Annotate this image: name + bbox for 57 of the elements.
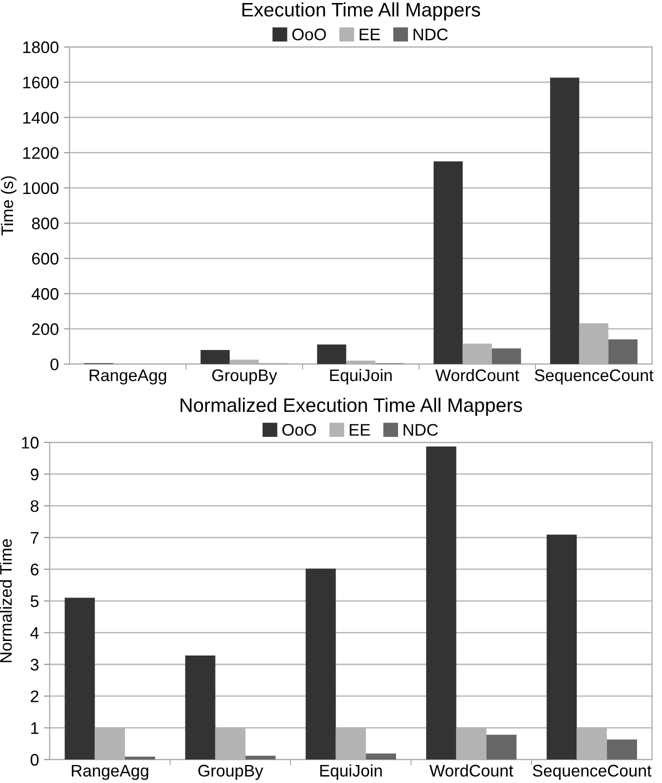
y-tick-label: 0 (50, 358, 58, 370)
bar (550, 78, 580, 364)
bar (185, 655, 216, 760)
legend-label: OoO (282, 424, 316, 436)
bar (306, 568, 336, 760)
bar (434, 161, 463, 364)
y-tick-label: 7 (30, 532, 38, 544)
bar (245, 756, 276, 760)
y-tick-label: 9 (30, 468, 38, 480)
y-tick-label: 0 (30, 754, 39, 766)
y-tick-label: 1600 (23, 76, 58, 88)
bar (64, 598, 95, 760)
legend-label: NDC (404, 424, 438, 436)
bar (200, 350, 230, 364)
x-tick-label: GroupBy (212, 369, 278, 384)
bar (606, 740, 638, 760)
y-tick-label: 1000 (23, 182, 58, 194)
y-tick-label: 200 (32, 323, 58, 336)
chart-title: Normalized Execution Time All Mappers (180, 398, 522, 416)
bar (486, 734, 517, 760)
x-tick-label: RangeAgg (72, 764, 148, 780)
x-tick-label: RangeAgg (90, 370, 166, 384)
y-tick-label: 400 (32, 288, 58, 300)
y-tick-label: 1800 (23, 41, 58, 54)
y-tick-label: 1 (31, 722, 38, 734)
y-tick-label: 6 (30, 564, 38, 576)
x-tick-label: SequenceCount (532, 764, 652, 780)
bar (124, 756, 156, 760)
x-tick-label: SequenceCount (534, 369, 654, 384)
x-tick-label: GroupBy (198, 764, 264, 780)
bar (608, 339, 638, 364)
chart-title: Execution Time All Mappers (242, 2, 480, 20)
y-tick-label: 4 (30, 627, 39, 639)
bar (426, 446, 456, 760)
y-tick-label: 800 (32, 218, 58, 230)
y-tick-label: 1400 (23, 112, 58, 124)
x-tick-label: WordCount (429, 764, 514, 777)
y-tick-label: 600 (32, 252, 58, 265)
y-tick-label: 5 (30, 596, 39, 608)
x-tick-label: WordCount (435, 368, 520, 382)
x-tick-label: EquiJoin (320, 764, 382, 780)
y-axis-title: Time (s) (0, 176, 16, 236)
y-tick-label: 10 (22, 436, 39, 449)
y-tick-label: 1200 (23, 147, 58, 159)
y-tick-label: 8 (30, 500, 39, 512)
legend-label: OoO (292, 28, 326, 40)
legend-label: NDC (414, 28, 448, 40)
bar (492, 348, 521, 364)
x-tick-label: EquiJoin (330, 368, 392, 384)
bar (366, 753, 396, 760)
y-axis-title: Normalized Time (0, 539, 12, 662)
y-tick-label: 3 (30, 658, 38, 671)
legend-label: EE (360, 28, 380, 40)
bar (317, 344, 346, 364)
bar (546, 534, 577, 760)
y-tick-label: 2 (30, 690, 38, 702)
legend-label: EE (350, 424, 370, 436)
